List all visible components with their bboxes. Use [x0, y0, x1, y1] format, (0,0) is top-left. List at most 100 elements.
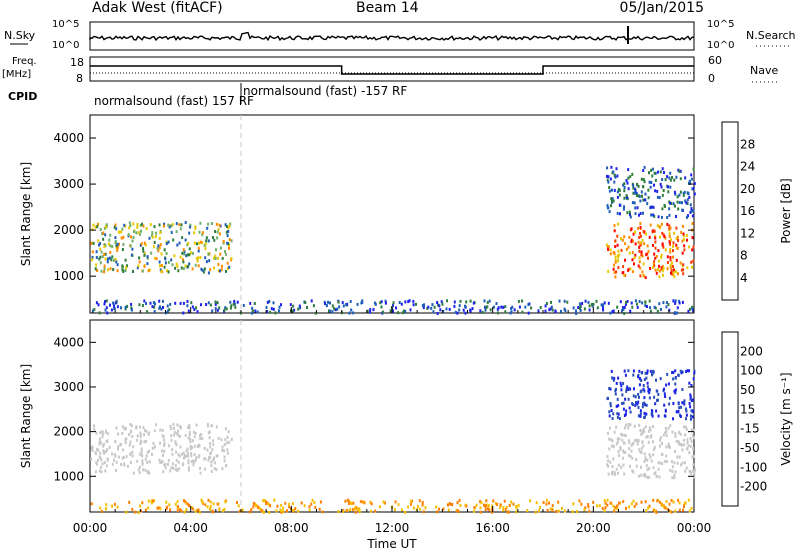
echo-cell: [329, 301, 331, 305]
echo-cell: [105, 299, 108, 303]
echo-cell: [349, 300, 352, 303]
echo-cell: [612, 309, 615, 313]
echo-cell: [102, 231, 105, 235]
echo-cell: [631, 402, 634, 406]
echo-cell: [421, 304, 424, 307]
echo-cell: [394, 508, 396, 512]
echo-cell: [250, 508, 253, 511]
echo-cell: [262, 499, 265, 503]
echo-cell: [471, 307, 474, 311]
echo-cell: [155, 423, 158, 427]
echo-cell: [615, 270, 618, 274]
echo-cell: [654, 240, 657, 244]
echo-cell: [616, 412, 619, 416]
echo-cell: [681, 370, 684, 374]
aux-panels: N.Sky10^510^010^510^0N.SearchFreq.[MHz]1…: [2, 19, 796, 108]
echo-cell: [129, 461, 132, 464]
echo-cell: [421, 503, 424, 507]
echo-cell: [588, 304, 591, 308]
echo-cell: [601, 506, 604, 510]
echo-cell: [465, 300, 468, 304]
echo-cell: [98, 455, 101, 459]
echo-cell: [554, 310, 557, 314]
echo-cell: [645, 403, 648, 407]
y-tick-label: 1000: [53, 269, 84, 283]
echo-cell: [121, 425, 124, 429]
echo-cell: [436, 312, 439, 315]
colorbar-tick-label: -200: [740, 480, 767, 494]
echo-cell: [643, 460, 646, 463]
echo-cell: [195, 456, 198, 460]
echo-cell: [156, 506, 159, 510]
echo-cell: [661, 265, 664, 269]
echo-cell: [199, 240, 202, 244]
echo-cell: [642, 387, 645, 391]
echo-cell: [207, 458, 210, 462]
echo-cell: [627, 187, 630, 191]
echo-cell: [690, 409, 693, 413]
echo-cell: [684, 469, 687, 473]
echo-cell: [611, 188, 613, 192]
echo-cell: [633, 438, 636, 442]
echo-cell: [345, 509, 348, 512]
colorbar-tick-label: 12: [740, 226, 755, 240]
echo-cell: [210, 460, 213, 464]
echo-cell: [645, 412, 648, 416]
echo-cell: [338, 305, 341, 309]
echo-cell: [650, 412, 653, 416]
echo-cell: [196, 259, 199, 263]
echo-cell: [661, 442, 663, 445]
echo-cell: [683, 248, 686, 252]
echo-cell: [131, 454, 134, 458]
echo-cell: [153, 445, 156, 449]
echo-cell: [494, 501, 497, 505]
echo-cell: [438, 304, 441, 308]
echo-cell: [658, 269, 661, 273]
echo-cell: [447, 503, 449, 507]
echo-cell: [158, 299, 161, 303]
echo-cell: [155, 257, 158, 261]
echo-cell: [214, 307, 217, 311]
echo-cell: [596, 504, 599, 508]
echo-cell: [632, 499, 635, 503]
cpid-segment-2: normalsound (fast) -157 RF: [243, 84, 407, 98]
echo-cell: [660, 185, 663, 189]
echo-cell: [189, 225, 192, 229]
echo-cell: [462, 308, 465, 312]
echo-cell: [141, 501, 144, 505]
echo-cell: [668, 396, 671, 400]
echo-cell: [224, 427, 227, 431]
echo-cell: [691, 307, 694, 311]
echo-cell: [187, 461, 190, 465]
echo-cell: [685, 466, 688, 470]
echo-cell: [644, 371, 647, 375]
echo-cell: [225, 464, 227, 468]
echo-cell: [144, 429, 146, 432]
echo-cell: [139, 425, 142, 429]
echo-cell: [220, 246, 222, 250]
echo-cell: [190, 454, 193, 458]
echo-cell: [487, 504, 490, 508]
echo-cell: [616, 415, 619, 419]
echo-cell: [614, 260, 617, 264]
echo-cell: [140, 450, 143, 453]
echo-cell: [622, 308, 625, 311]
echo-cell: [280, 510, 283, 514]
echo-cell: [613, 224, 616, 228]
echo-cell: [670, 498, 673, 502]
echo-cell: [120, 463, 122, 466]
echo-cell: [643, 429, 646, 433]
echo-cell: [650, 168, 653, 172]
echo-cell: [333, 307, 336, 311]
echo-cell: [138, 471, 141, 475]
echo-cell: [193, 308, 196, 311]
echo-cell: [384, 501, 386, 505]
echo-cell: [124, 441, 127, 445]
echo-cell: [216, 308, 219, 312]
echo-cell: [107, 268, 109, 272]
echo-cell: [683, 501, 686, 505]
echo-cell: [649, 435, 652, 439]
echo-cell: [103, 461, 106, 465]
echo-cell: [638, 256, 641, 260]
echo-cell: [657, 170, 659, 174]
